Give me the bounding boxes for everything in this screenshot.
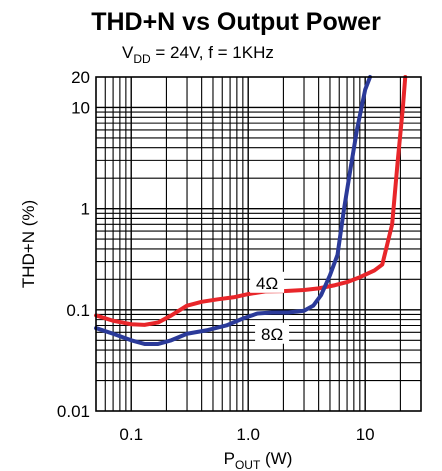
x-axis-label-subscript: OUT [235,458,261,471]
y-tick-label: 0.01 [57,402,90,421]
grid [96,77,421,411]
y-tick-label: 20 [71,68,90,87]
series-label-8ohm: 8Ω [261,325,283,344]
series-labels: 4Ω 8Ω [250,271,290,344]
chart-title: THD+N vs Output Power [91,8,381,36]
y-axis-label: THD+N (%) [19,200,38,288]
subtitle-vdd-prefix: V [122,43,134,62]
x-tick-labels: 0.1 1.0 10 [119,425,374,444]
y-tick-label: 10 [71,98,90,117]
series-label-4ohm: 4Ω [256,274,278,293]
x-tick-label: 1.0 [236,425,260,444]
series-line-8ohm [94,75,373,346]
y-tick-labels: 0.01 0.1 1 10 20 [57,68,90,421]
series-label-bg [255,322,290,344]
series-label-bg [250,271,285,293]
y-tick-label: 1 [81,200,90,219]
x-tick-label: 0.1 [119,425,143,444]
subtitle-conditions: = 24V, f = 1KHz [151,43,274,62]
x-axis-label: POUT (W) [224,449,293,471]
y-tick-label: 0.1 [66,301,90,320]
x-axis-label-unit: (W) [260,449,292,468]
x-tick-label: 10 [356,425,375,444]
x-axis-label-main: P [224,449,235,468]
subtitle-vdd-subscript: DD [133,52,151,66]
plot-frame [95,76,422,412]
chart-subtitle: VDD = 24V, f = 1KHz [122,43,274,66]
